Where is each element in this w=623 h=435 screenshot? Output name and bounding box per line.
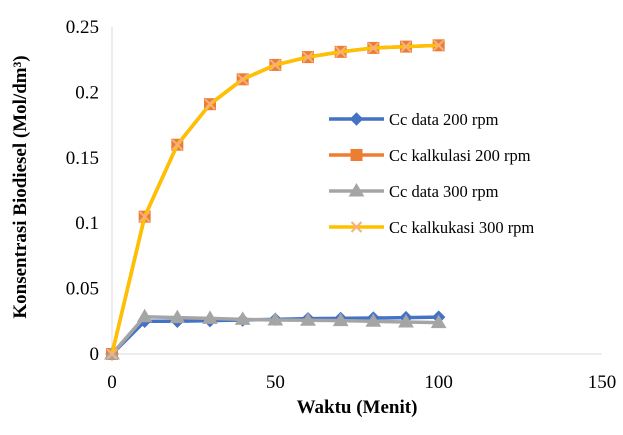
y-axis-title: Konsentrasi Biodiesel (Mol/dm³) bbox=[10, 55, 31, 318]
x-tick-label: 50 bbox=[266, 372, 285, 393]
x-axis-title: Waktu (Menit) bbox=[297, 397, 418, 418]
x-tick-label: 100 bbox=[424, 372, 453, 393]
data-point bbox=[138, 210, 151, 223]
series-2 bbox=[104, 308, 447, 360]
data-point bbox=[430, 314, 447, 329]
legend-label: Cc data 300 rpm bbox=[389, 182, 499, 201]
data-point bbox=[234, 311, 251, 325]
legend-label: Cc kalkulasi 200 rpm bbox=[389, 146, 531, 165]
series-3 bbox=[106, 39, 445, 360]
legend-entry: Cc kalkulasi 200 rpm bbox=[329, 146, 531, 165]
data-point bbox=[398, 313, 414, 328]
legend-entry: Cc data 200 rpm bbox=[329, 110, 499, 129]
data-point bbox=[171, 139, 184, 151]
y-tick-label: 0.1 bbox=[75, 213, 99, 234]
data-point bbox=[236, 73, 249, 86]
data-point bbox=[332, 312, 349, 327]
y-tick-label: 0.15 bbox=[66, 148, 99, 169]
data-point bbox=[136, 308, 153, 323]
data-point bbox=[302, 51, 314, 63]
x-tick-label: 0 bbox=[107, 372, 117, 393]
y-tick-label: 0.2 bbox=[75, 82, 99, 103]
legend-marker bbox=[350, 149, 363, 161]
data-point bbox=[400, 40, 412, 53]
data-point bbox=[204, 98, 216, 110]
legend: Cc data 200 rpm Cc kalkulasi 200 rpm Cc da… bbox=[329, 110, 534, 237]
x-tick-label: 150 bbox=[588, 372, 617, 393]
axes: 0 0.05 0.1 0.15 0.2 0.25 0 50 100 150 bbox=[66, 17, 617, 393]
legend-marker bbox=[348, 183, 365, 197]
data-point bbox=[367, 42, 380, 54]
data-point bbox=[267, 311, 284, 326]
data-point bbox=[334, 46, 347, 58]
series-layer bbox=[104, 39, 447, 361]
y-tick-label: 0 bbox=[90, 344, 100, 365]
y-tick-label: 0.25 bbox=[66, 17, 99, 38]
data-point bbox=[365, 313, 382, 327]
data-point bbox=[300, 312, 316, 326]
data-point bbox=[202, 310, 218, 324]
legend-label: Cc kalkukasi 300 rpm bbox=[389, 218, 534, 237]
y-tick-label: 0.05 bbox=[66, 279, 99, 300]
legend-entry: Cc kalkukasi 300 rpm bbox=[329, 218, 534, 237]
legend-marker bbox=[349, 112, 364, 126]
legend-entry: Cc data 300 rpm bbox=[329, 182, 499, 201]
data-point bbox=[169, 309, 186, 324]
legend-label: Cc data 200 rpm bbox=[389, 110, 499, 129]
data-point bbox=[106, 348, 118, 360]
data-point bbox=[432, 39, 445, 52]
legend-marker bbox=[350, 221, 363, 233]
data-point bbox=[269, 59, 282, 71]
